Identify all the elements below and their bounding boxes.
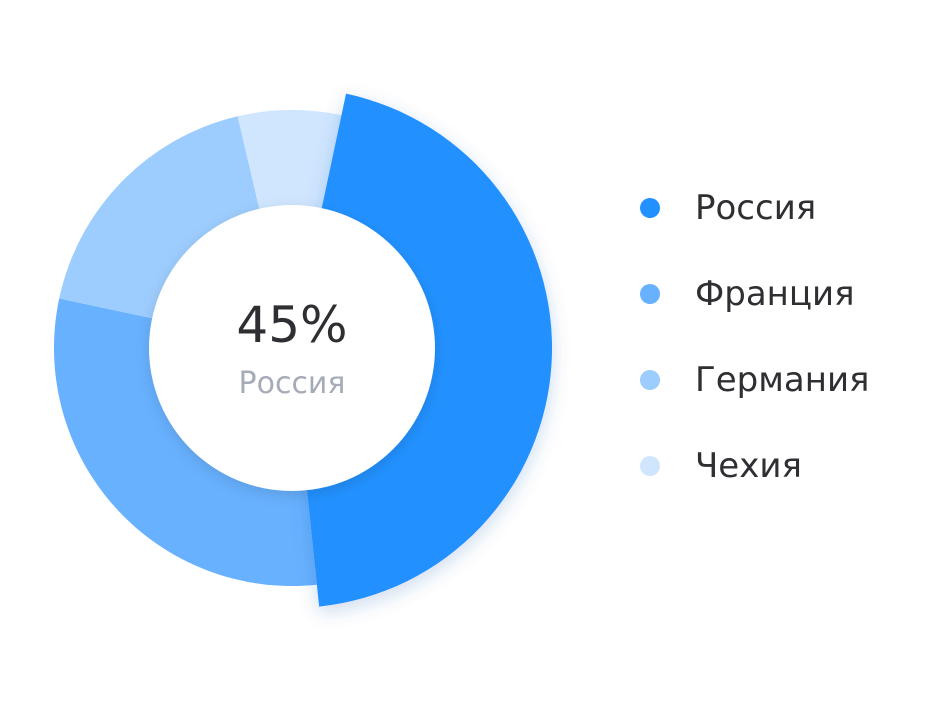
legend: Россия Франция Германия Чехия: [638, 186, 938, 530]
legend-dot-germany: [640, 370, 660, 390]
legend-dot-france: [640, 284, 660, 304]
legend-label-czechia: Чехия: [695, 446, 802, 486]
center-percentage: 45%: [236, 296, 348, 354]
legend-dot-russia: [640, 198, 660, 218]
legend-dot-czechia: [640, 456, 660, 476]
donut-hole: [149, 205, 435, 491]
legend-item-germany[interactable]: Германия: [638, 358, 938, 444]
legend-label-germany: Германия: [695, 360, 870, 400]
legend-label-france: Франция: [695, 274, 855, 314]
legend-item-czechia[interactable]: Чехия: [638, 444, 938, 530]
center-category-label: Россия: [238, 366, 346, 401]
legend-item-russia[interactable]: Россия: [638, 186, 938, 272]
legend-label-russia: Россия: [695, 188, 817, 228]
legend-item-france[interactable]: Франция: [638, 272, 938, 358]
